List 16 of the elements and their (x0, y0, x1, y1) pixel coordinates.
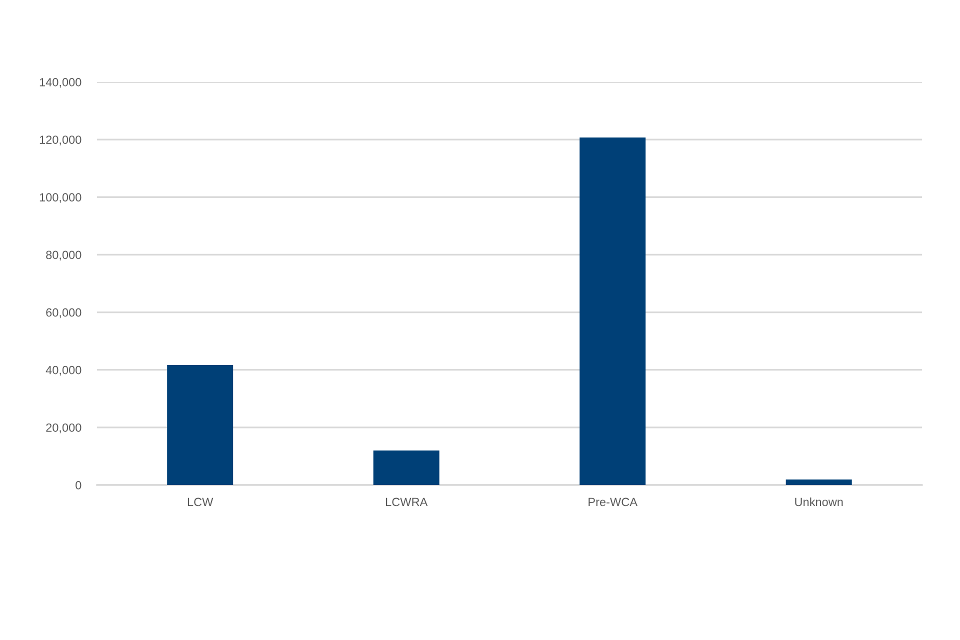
x-tick-label: LCWRA (386, 498, 428, 506)
bar (580, 138, 646, 485)
y-tick-label: 140,000 (40, 78, 82, 88)
bar (167, 364, 234, 485)
bar (786, 480, 852, 485)
y-tick-label: 100,000 (40, 193, 82, 203)
x-tick-label: Pre-WCA (588, 498, 638, 506)
y-tick-label: 0 (76, 481, 82, 490)
y-tick-label: 120,000 (40, 136, 82, 146)
y-tick-label: 20,000 (46, 423, 82, 434)
y-tick-label: 40,000 (46, 366, 82, 376)
x-tick-label: Unknown (795, 497, 843, 506)
x-tick-label: LCW (188, 498, 214, 506)
bar (373, 450, 440, 485)
y-tick-label: 80,000 (46, 250, 82, 260)
y-tick-label: 60,000 (46, 308, 82, 318)
